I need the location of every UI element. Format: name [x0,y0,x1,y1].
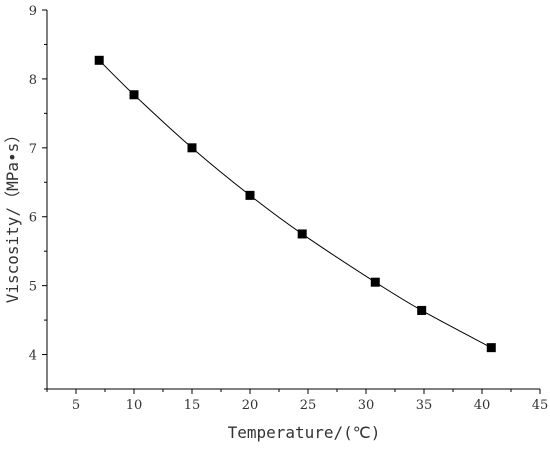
y-tick-label: 9 [29,4,37,19]
y-tick-label: 4 [29,349,37,364]
x-tick-label: 25 [300,398,317,413]
x-axis-title: Temperature/(℃) [228,423,381,442]
x-tick-label: 30 [358,398,375,413]
data-point [297,229,307,239]
y-tick-label: 7 [29,142,37,157]
axes [46,10,540,390]
data-point [370,277,380,287]
data-point [94,55,104,65]
x-tick-label: 15 [184,398,201,413]
x-tick-label: 10 [126,398,143,413]
x-tick-label: 35 [416,398,433,413]
y-tick-label: 5 [29,280,37,295]
ticks [42,9,541,394]
y-tick-label: 8 [29,73,37,88]
x-tick-label: 45 [532,398,549,413]
data-point [245,190,255,200]
data-points [94,55,496,353]
y-tick-label: 6 [29,211,37,226]
data-point [187,143,197,153]
series-line [98,59,492,349]
data-point [486,343,496,353]
data-point [129,90,139,100]
x-tick-label: 5 [72,398,80,413]
x-tick-label: 20 [242,398,259,413]
data-point [417,305,427,315]
y-axis-title: Viscosity/（MPa•s） [3,127,22,304]
x-tick-label: 40 [474,398,491,413]
